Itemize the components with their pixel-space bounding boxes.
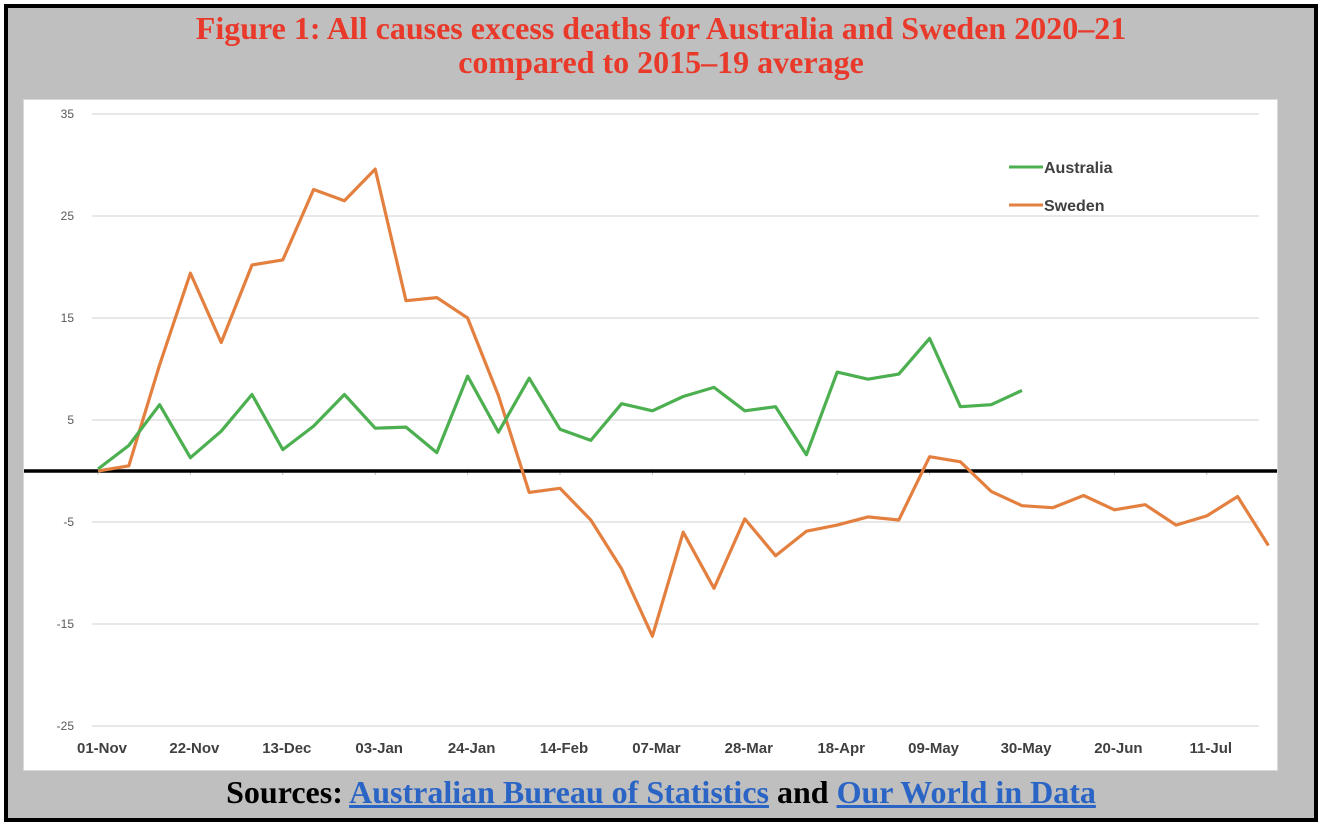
x-tick-label: 30-May — [1001, 740, 1053, 757]
legend-label-australia: Australia — [1044, 160, 1113, 177]
y-tick-label: 15 — [61, 311, 75, 325]
x-tick-label: 07-Mar — [632, 740, 681, 757]
x-tick-label: 18-Apr — [817, 740, 865, 757]
x-axis-ticks: 01-Nov 22-Nov 13-Dec 03-Jan 24-Jan 14-Feb 07-M… — [77, 469, 1232, 757]
x-tick-label: 20-Jun — [1094, 740, 1142, 757]
sources-joiner: and — [776, 774, 829, 810]
chart-area: 35 25 15 5 -5 -15 -25 01-Nov 22-Nov 13-Dec 03-Jan… — [23, 99, 1278, 771]
legend: Australia Sweden — [1009, 160, 1113, 215]
abs-link[interactable]: Australian Bureau of Statistics — [349, 774, 769, 810]
y-tick-label: -5 — [63, 515, 74, 529]
legend-label-sweden: Sweden — [1044, 198, 1104, 215]
x-tick-label: 14-Feb — [540, 740, 588, 757]
x-tick-label: 24-Jan — [448, 740, 496, 757]
y-tick-label: -25 — [57, 719, 75, 733]
series-line-sweden — [97, 167, 1270, 638]
y-tick-label: 5 — [67, 413, 74, 427]
gridlines — [92, 113, 1259, 727]
x-tick-label: 03-Jan — [355, 740, 403, 757]
line-chart: 35 25 15 5 -5 -15 -25 01-Nov 22-Nov 13-Dec 03-Jan… — [24, 107, 1277, 757]
sources-prefix: Sources: — [226, 774, 343, 810]
x-tick-label: 28-Mar — [725, 740, 774, 757]
y-tick-label: -15 — [57, 617, 75, 631]
x-tick-label: 11-Jul — [1190, 740, 1233, 757]
x-tick-label: 09-May — [908, 740, 960, 757]
y-tick-label: 25 — [61, 209, 75, 223]
sources-line: Sources: Australian Bureau of Statistics… — [8, 772, 1314, 812]
owid-link[interactable]: Our World in Data — [836, 774, 1096, 810]
series-lines — [97, 167, 1270, 638]
y-tick-label: 35 — [61, 107, 75, 121]
y-axis-ticks: 35 25 15 5 -5 -15 -25 — [57, 107, 75, 733]
figure-frame: Figure 1: All causes excess deaths for A… — [4, 4, 1318, 822]
x-tick-label: 22-Nov — [169, 740, 220, 757]
title-line-1: Figure 1: All causes excess deaths for A… — [195, 10, 1127, 46]
figure-title: Figure 1: All causes excess deaths for A… — [8, 11, 1314, 79]
series-line-australia — [97, 336, 1023, 471]
x-tick-label: 13-Dec — [262, 740, 311, 757]
title-line-2: compared to 2015–19 average — [458, 44, 864, 80]
x-tick-label: 01-Nov — [77, 740, 128, 757]
